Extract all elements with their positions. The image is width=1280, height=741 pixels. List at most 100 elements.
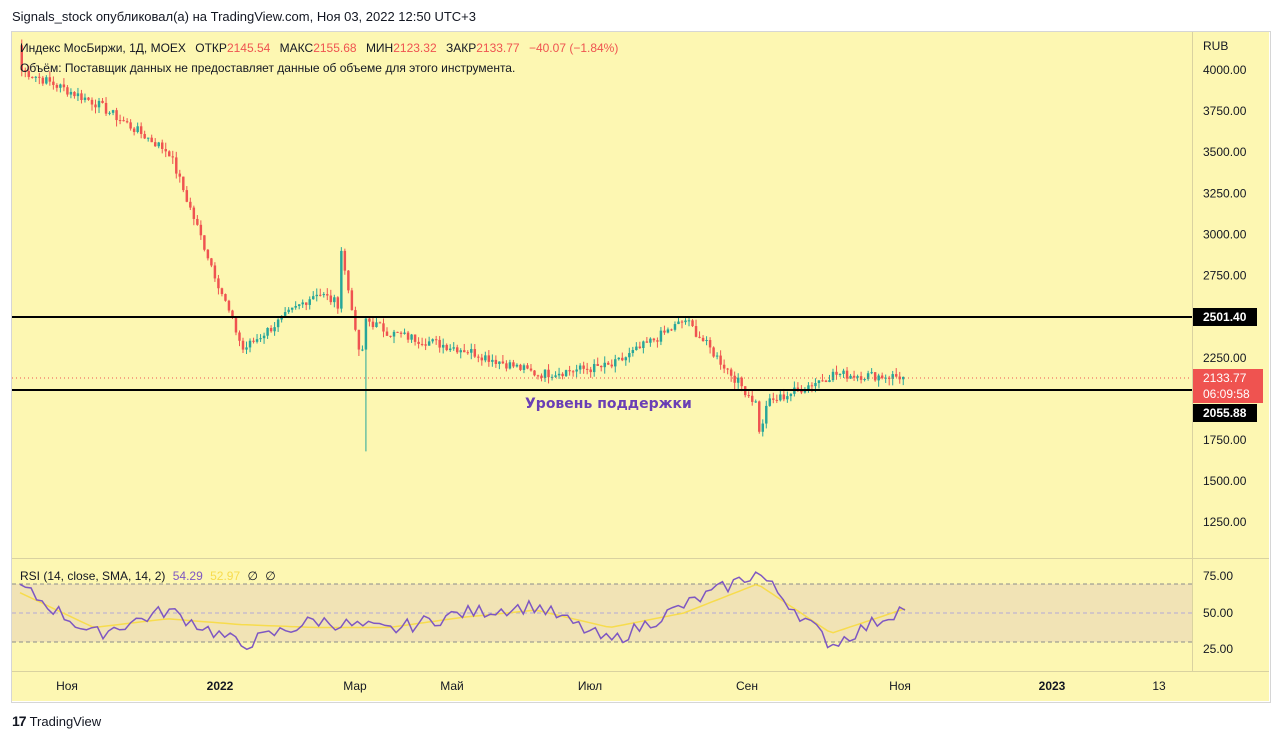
candle-body (884, 377, 887, 379)
candle-body (234, 316, 238, 333)
candle-body (431, 339, 434, 342)
publish-info: Signals_stock опубликовал(а) на TradingV… (12, 9, 476, 24)
candle-body (887, 377, 891, 379)
candle-body (368, 318, 371, 322)
candle-body (628, 353, 631, 358)
candle-body (255, 339, 259, 342)
candle-body (729, 369, 733, 376)
price-axis-currency: RUB (1203, 39, 1228, 53)
candle-body (719, 355, 722, 365)
candle-body (290, 307, 294, 310)
candle-body (231, 310, 234, 317)
candle-body (262, 335, 266, 339)
candle-body (403, 332, 406, 334)
candle-body (48, 77, 52, 82)
time-axis-ticks[interactable]: Ноя 2022 Мар Май Июл Сен Ноя 2023 13 (56, 679, 1166, 693)
rsi-axis-ticks[interactable]: 75.00 50.00 25.00 (1203, 569, 1233, 656)
candle-body (378, 322, 382, 324)
time-tick-label: 2022 (207, 679, 234, 693)
candle-body (680, 321, 684, 323)
candle-body (150, 137, 153, 143)
candle-body (448, 348, 452, 351)
price-axis-ticks[interactable]: 4000.00 3750.00 3500.00 3250.00 3000.00 2750.… (1203, 63, 1247, 529)
candle-body (69, 91, 73, 95)
candle-body (508, 362, 512, 369)
candle-body (104, 102, 108, 114)
candle-body (83, 97, 87, 100)
candle-body (304, 302, 308, 305)
legend-open-label: ОТКР (195, 41, 227, 55)
candle-body (347, 270, 350, 291)
candle-body (192, 207, 196, 219)
candle-body (561, 373, 564, 377)
legend-low: 2123.32 (393, 41, 437, 55)
candle-body (399, 332, 403, 334)
candle-body (575, 369, 578, 372)
rsi-legend-ma: 52.97 (210, 569, 240, 583)
candle-body (315, 294, 318, 297)
price-tick-label: 3500.00 (1203, 145, 1247, 159)
price-tick-label: 2250.00 (1203, 351, 1247, 365)
candle-body (480, 357, 484, 361)
candle-body (445, 344, 448, 351)
candle-body (880, 375, 884, 379)
candle-body (761, 423, 764, 432)
candle-body (701, 337, 705, 342)
candle-body (603, 362, 606, 368)
candle-body (283, 312, 287, 316)
candle-body (213, 265, 217, 279)
candle-body (786, 396, 789, 400)
legend-low-label: МИН (366, 41, 393, 55)
candle-body (652, 338, 656, 341)
tradingview-logo-icon: 17 (12, 713, 27, 729)
candle-body (269, 327, 273, 332)
candle-body (294, 306, 297, 308)
candle-body (659, 330, 663, 342)
candle-body (470, 349, 473, 353)
support-price-label: 2055.88 (1203, 406, 1247, 420)
candle-body (856, 376, 859, 378)
candle-body (168, 151, 171, 157)
legend-high-label: МАКС (280, 41, 314, 55)
legend-open: 2145.54 (227, 41, 271, 55)
candle-body (153, 142, 157, 147)
candle-body (161, 142, 164, 149)
candle-body (529, 368, 533, 371)
rsi-line (19, 571, 906, 651)
rsi-legend-extra2: ∅ (265, 569, 275, 583)
time-tick-label: Сен (736, 679, 758, 693)
candle-body (656, 340, 659, 342)
candle-body (498, 361, 501, 364)
candles-group (20, 39, 905, 452)
candle-body (24, 70, 27, 72)
candle-body (146, 137, 150, 139)
candle-body (31, 76, 34, 78)
candle-body (413, 334, 417, 342)
candle-body (287, 309, 290, 313)
candle-body (196, 218, 199, 225)
legend-high: 2155.68 (313, 41, 357, 55)
candle-body (691, 320, 694, 327)
candle-body (894, 374, 898, 377)
candle-body (182, 176, 185, 191)
support-annotation[interactable]: Уровень поддержки (525, 396, 692, 412)
candle-body (189, 201, 192, 208)
candle-body (670, 329, 673, 331)
candle-body (73, 91, 76, 97)
price-tick-label: 1500.00 (1203, 474, 1247, 488)
candle-body (828, 380, 831, 383)
candle-body (94, 104, 97, 108)
candle-body (438, 339, 441, 348)
candle-body (115, 110, 118, 121)
price-pane-background (12, 32, 1192, 558)
candle-body (585, 368, 589, 370)
candle-body (807, 385, 810, 391)
candle-body (849, 375, 852, 379)
candle-body (554, 375, 557, 377)
candle-body (638, 346, 642, 349)
candle-body (631, 350, 635, 354)
candle-body (87, 97, 90, 100)
candle-body (715, 355, 719, 357)
candle-body (441, 344, 445, 348)
